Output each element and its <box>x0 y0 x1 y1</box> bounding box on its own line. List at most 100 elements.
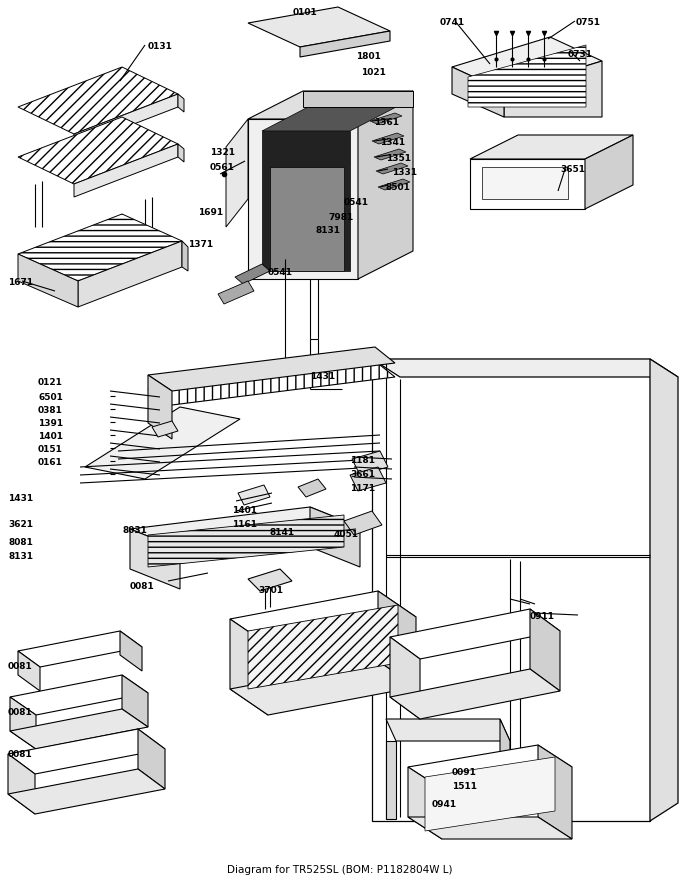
Polygon shape <box>408 817 572 839</box>
Polygon shape <box>303 92 413 108</box>
Text: 8031: 8031 <box>122 525 147 534</box>
Text: 1321: 1321 <box>210 148 235 157</box>
Polygon shape <box>310 508 360 567</box>
Polygon shape <box>18 214 182 282</box>
Text: 1391: 1391 <box>38 418 63 428</box>
Text: 0161: 0161 <box>38 457 63 466</box>
Polygon shape <box>376 164 408 175</box>
Text: 8131: 8131 <box>8 551 33 560</box>
Polygon shape <box>248 570 292 591</box>
Polygon shape <box>248 92 413 120</box>
Polygon shape <box>378 180 410 190</box>
Polygon shape <box>408 745 572 789</box>
Polygon shape <box>538 745 572 839</box>
Polygon shape <box>585 136 633 210</box>
Polygon shape <box>298 479 326 497</box>
Polygon shape <box>262 132 350 272</box>
Text: 1691: 1691 <box>198 207 223 217</box>
Polygon shape <box>120 632 142 672</box>
Text: 1511: 1511 <box>452 781 477 790</box>
Polygon shape <box>122 675 148 727</box>
Text: 1361: 1361 <box>374 118 399 127</box>
Polygon shape <box>372 360 678 377</box>
Text: 1431: 1431 <box>310 371 335 381</box>
Text: 8141: 8141 <box>270 527 295 536</box>
Polygon shape <box>148 361 395 406</box>
Text: 0381: 0381 <box>38 406 63 415</box>
Polygon shape <box>18 651 40 691</box>
Polygon shape <box>344 511 382 535</box>
Polygon shape <box>178 144 184 163</box>
Polygon shape <box>148 347 395 392</box>
Polygon shape <box>530 610 560 691</box>
Polygon shape <box>248 120 358 280</box>
Polygon shape <box>148 516 344 567</box>
Text: 0561: 0561 <box>210 163 235 172</box>
Text: 0741: 0741 <box>440 18 465 27</box>
Polygon shape <box>230 661 416 715</box>
Polygon shape <box>18 68 178 135</box>
Text: 1341: 1341 <box>380 138 405 147</box>
Polygon shape <box>18 118 178 185</box>
Polygon shape <box>78 242 182 307</box>
Polygon shape <box>390 610 560 659</box>
Polygon shape <box>85 408 240 479</box>
Polygon shape <box>10 709 148 750</box>
Text: 3621: 3621 <box>8 519 33 528</box>
Text: 0541: 0541 <box>344 198 369 206</box>
Polygon shape <box>390 637 420 719</box>
Polygon shape <box>18 632 142 667</box>
Polygon shape <box>650 360 678 821</box>
Text: 0121: 0121 <box>38 377 63 386</box>
Polygon shape <box>8 769 165 814</box>
Polygon shape <box>262 106 400 132</box>
Text: 7981: 7981 <box>328 213 353 222</box>
Polygon shape <box>230 591 416 645</box>
Text: 1371: 1371 <box>188 240 213 249</box>
Polygon shape <box>270 167 344 272</box>
Text: 1351: 1351 <box>386 154 411 163</box>
Text: 8081: 8081 <box>8 538 33 547</box>
Polygon shape <box>374 150 406 161</box>
Polygon shape <box>148 376 172 439</box>
Text: 1181: 1181 <box>350 455 375 464</box>
Text: 4051: 4051 <box>334 530 359 539</box>
Text: 0731: 0731 <box>568 50 593 59</box>
Polygon shape <box>130 508 360 549</box>
Polygon shape <box>372 360 650 821</box>
Polygon shape <box>350 468 386 492</box>
Text: 0751: 0751 <box>576 18 601 27</box>
Polygon shape <box>386 719 510 742</box>
Polygon shape <box>8 729 165 774</box>
Polygon shape <box>18 254 78 307</box>
Text: 1401: 1401 <box>38 431 63 440</box>
Polygon shape <box>468 46 586 108</box>
Text: 3701: 3701 <box>258 586 283 595</box>
Polygon shape <box>300 32 390 58</box>
Text: 0151: 0151 <box>38 445 63 454</box>
Polygon shape <box>178 95 184 113</box>
Polygon shape <box>218 282 254 305</box>
Text: 0131: 0131 <box>148 42 173 51</box>
Polygon shape <box>130 530 180 589</box>
Text: 1021: 1021 <box>361 68 386 77</box>
Text: 0091: 0091 <box>452 767 477 776</box>
Polygon shape <box>152 422 178 438</box>
Polygon shape <box>248 605 398 689</box>
Text: Diagram for TR525SL (BOM: P1182804W L): Diagram for TR525SL (BOM: P1182804W L) <box>227 864 453 874</box>
Polygon shape <box>386 742 396 819</box>
Polygon shape <box>500 719 510 819</box>
Text: 1801: 1801 <box>356 52 381 61</box>
Polygon shape <box>8 754 35 814</box>
Text: 1401: 1401 <box>232 505 257 515</box>
Polygon shape <box>470 159 585 210</box>
Polygon shape <box>378 591 416 688</box>
Text: 0541: 0541 <box>268 268 293 276</box>
Text: 0081: 0081 <box>8 750 33 758</box>
Polygon shape <box>10 697 36 750</box>
Text: 1431: 1431 <box>8 494 33 502</box>
Text: 0101: 0101 <box>293 8 318 17</box>
Text: 0081: 0081 <box>8 661 33 670</box>
Text: 3651: 3651 <box>560 165 585 174</box>
Text: 1161: 1161 <box>232 519 257 528</box>
